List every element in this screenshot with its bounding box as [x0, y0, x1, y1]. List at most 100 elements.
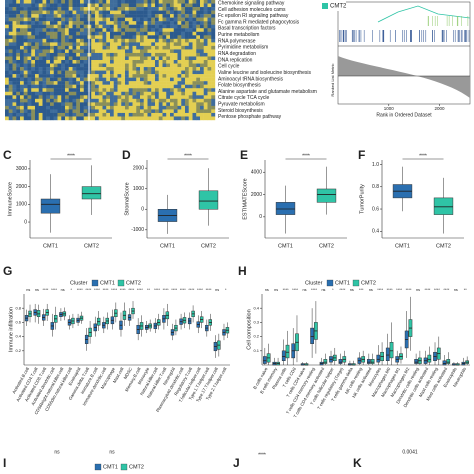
- heatmap-texture: [76, 35, 81, 40]
- heatmap-texture: [196, 67, 201, 71]
- heatmap-texture: [147, 91, 152, 96]
- heatmap-texture: [61, 60, 66, 64]
- heatmap-texture: [23, 81, 28, 85]
- heatmap-texture: [113, 91, 118, 96]
- heatmap-texture: [46, 105, 51, 110]
- heatmap-texture: [173, 7, 178, 11]
- heatmap-texture: [27, 91, 32, 96]
- heatmap-texture: [140, 49, 144, 54]
- heatmap-texture: [91, 95, 96, 100]
- heatmap-texture: [68, 63, 73, 68]
- heatmap-texture: [65, 70, 69, 75]
- heatmap-texture: [196, 52, 201, 57]
- heatmap-texture: [196, 31, 201, 36]
- heatmap-texture: [42, 88, 47, 92]
- heatmap-texture: [65, 95, 69, 100]
- heatmap-texture: [83, 77, 88, 82]
- heatmap-texture: [31, 7, 36, 11]
- heatmap-texture: [211, 63, 216, 68]
- heatmap-texture: [68, 116, 73, 121]
- pathway-label: Pyrimidine metabolism: [218, 45, 268, 51]
- heatmap-texture: [196, 28, 201, 32]
- heatmap-texture: [188, 91, 193, 96]
- heatmap-texture: [83, 116, 88, 121]
- heatmap-texture: [91, 28, 96, 32]
- heatmap-texture: [12, 74, 17, 78]
- heatmap-texture: [185, 95, 189, 100]
- heatmap-texture: [207, 84, 212, 89]
- heatmap-texture: [151, 116, 156, 121]
- heatmap-texture: [177, 88, 182, 92]
- pathway-label: Citrate cycle TCA cycle: [218, 95, 270, 101]
- heatmap-texture: [83, 98, 88, 103]
- heatmap-texture: [147, 38, 152, 43]
- heatmap-texture: [46, 14, 51, 18]
- enrichment-curve: [377, 5, 471, 23]
- heatmap-texture: [95, 35, 99, 40]
- y-tick-label: 0.4: [372, 229, 379, 235]
- heatmap-texture: [27, 38, 32, 43]
- legend-swatch: [322, 3, 328, 9]
- box: [285, 344, 290, 359]
- heatmap-texture: [162, 10, 167, 15]
- box: [198, 190, 219, 210]
- heatmap-texture: [5, 24, 9, 29]
- heatmap-texture: [23, 91, 28, 96]
- heatmap-texture: [170, 45, 174, 50]
- heatmap-texture: [12, 10, 17, 15]
- heatmap-texture: [16, 14, 21, 18]
- heatmap-texture: [192, 56, 197, 61]
- heatmap-texture: [57, 109, 62, 114]
- heatmap-texture: [46, 109, 51, 114]
- heatmap-texture: [50, 0, 54, 4]
- heatmap-texture: [185, 28, 189, 32]
- heatmap-texture: [185, 98, 189, 103]
- heatmap-texture: [158, 45, 163, 50]
- heatmap-texture: [31, 74, 36, 78]
- heatmap-texture: [200, 10, 204, 15]
- heatmap-texture: [72, 67, 77, 71]
- heatmap-texture: [166, 42, 171, 47]
- heatmap-texture: [16, 52, 21, 57]
- heatmap-texture: [83, 7, 88, 11]
- heatmap-texture: [207, 24, 212, 29]
- heatmap-texture: [65, 74, 69, 78]
- heatmap-texture: [20, 49, 24, 54]
- ranked-metric: [338, 56, 470, 98]
- heatmap-texture: [166, 45, 171, 50]
- heatmap-texture: [125, 21, 129, 25]
- heatmap-texture: [57, 60, 62, 64]
- heatmap-texture: [113, 116, 118, 121]
- heatmap-texture: [147, 84, 152, 89]
- heatmap-texture: [211, 56, 216, 61]
- heatmap-texture: [38, 49, 43, 54]
- heatmap-texture: [106, 52, 111, 57]
- heatmap-texture: [110, 21, 114, 25]
- heatmap-texture: [128, 91, 133, 96]
- heatmap-texture: [166, 74, 171, 78]
- heatmap-texture: [102, 24, 107, 29]
- heatmap-texture: [53, 28, 58, 32]
- heatmap-texture: [143, 42, 148, 47]
- heatmap-texture: [16, 21, 21, 25]
- heatmap-texture: [170, 28, 174, 32]
- heatmap-texture: [76, 28, 81, 32]
- heatmap-texture: [38, 70, 43, 75]
- heatmap-texture: [121, 7, 126, 11]
- heatmap-texture: [106, 84, 111, 89]
- box: [446, 359, 451, 364]
- heatmap-texture: [125, 24, 129, 29]
- heatmap-texture: [16, 35, 21, 40]
- heatmap-texture: [27, 98, 32, 103]
- significance: ****: [292, 288, 298, 292]
- heatmap-texture: [196, 42, 201, 47]
- heatmap-texture: [95, 67, 99, 71]
- heatmap-texture: [147, 105, 152, 110]
- significance: ns: [26, 288, 30, 292]
- heatmap-texture: [196, 88, 201, 92]
- heatmap-texture: [72, 14, 77, 18]
- heatmap-texture: [57, 88, 62, 92]
- heatmap-texture: [8, 112, 13, 117]
- heatmap-texture: [177, 67, 182, 71]
- heatmap-texture: [8, 14, 13, 18]
